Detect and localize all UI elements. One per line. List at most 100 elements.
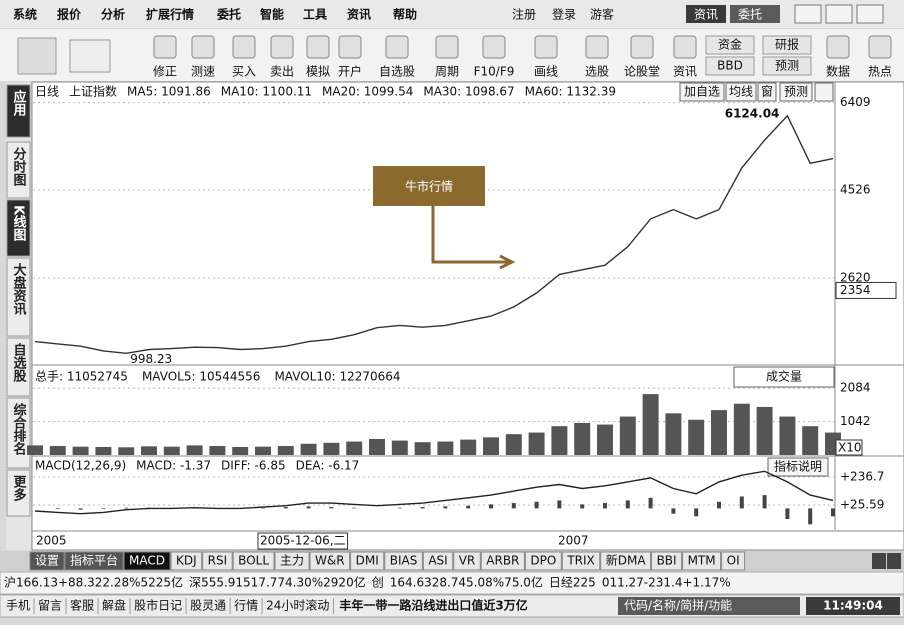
tool-icon[interactable] [868, 35, 892, 59]
footer-link[interactable]: 24小时滚动 [266, 598, 329, 613]
tool-icon[interactable] [191, 35, 215, 59]
menu-item[interactable]: 报价 [57, 7, 82, 22]
menu-item[interactable]: 系统 [13, 7, 37, 22]
window-control[interactable] [825, 4, 853, 24]
scroll-button[interactable] [887, 553, 901, 569]
menu-item[interactable]: 委托 [216, 7, 241, 22]
tab[interactable] [453, 551, 481, 571]
macd-bar [762, 495, 767, 509]
footer-link[interactable]: 股灵通 [190, 599, 226, 613]
menu-link[interactable]: 登录 [552, 7, 576, 22]
sidebar-tab[interactable] [6, 469, 31, 517]
high-label: 6124.04 [725, 106, 780, 120]
tab-label: OI [727, 554, 740, 568]
chart-button[interactable] [725, 82, 757, 102]
tab[interactable] [350, 551, 385, 571]
tab[interactable] [600, 551, 652, 571]
tool-icon[interactable] [826, 35, 850, 59]
sidebar-label: 大盘资讯 [11, 262, 27, 316]
tab[interactable] [202, 551, 233, 571]
footer-link[interactable]: 解盘 [102, 598, 126, 613]
tool-icon[interactable] [306, 35, 330, 59]
tool-button[interactable] [705, 35, 755, 55]
tab[interactable] [524, 551, 562, 571]
tab[interactable] [384, 551, 423, 571]
tool-label: 修正 [153, 64, 177, 79]
tool-button[interactable] [762, 56, 812, 76]
footer-link[interactable]: 留言 [38, 599, 62, 613]
volume-bar [163, 446, 180, 455]
menu-item[interactable]: 扩展行情 [146, 7, 194, 22]
footer-link[interactable]: 股市日记 [134, 598, 182, 613]
tab[interactable] [561, 551, 601, 571]
tool-icon[interactable] [435, 35, 459, 59]
sidebar-tab[interactable] [6, 337, 31, 397]
sidebar-tab[interactable] [6, 199, 31, 257]
search-box[interactable] [618, 597, 800, 615]
tool-icon[interactable] [673, 35, 697, 59]
tab[interactable] [682, 551, 722, 571]
tool-button[interactable] [762, 35, 812, 55]
menu-item[interactable]: 资讯 [347, 7, 371, 22]
volume-bar [711, 410, 727, 455]
dropdown[interactable] [733, 366, 835, 388]
chart-button[interactable] [779, 82, 813, 102]
tool-label: 研报 [775, 37, 799, 52]
menu-link[interactable]: 注册 [512, 7, 536, 22]
tool-icon[interactable] [153, 35, 177, 59]
sidebar-tab[interactable] [6, 141, 31, 199]
tab[interactable] [480, 551, 525, 571]
tab[interactable] [29, 551, 65, 571]
footer-link[interactable]: 客服 [70, 598, 94, 613]
macd-bar [78, 508, 83, 510]
menu-item[interactable]: 工具 [303, 8, 327, 22]
tool-icon[interactable] [270, 35, 294, 59]
tool-label: 画线 [534, 65, 558, 79]
tab[interactable] [64, 551, 124, 571]
chart-button[interactable] [679, 82, 725, 102]
menu-button[interactable] [730, 5, 780, 23]
chart-button[interactable] [757, 82, 777, 102]
tool-icon[interactable] [17, 37, 57, 75]
menu-link[interactable]: 游客 [590, 7, 614, 22]
tool-button[interactable] [705, 56, 755, 76]
menu-item[interactable]: 帮助 [393, 7, 417, 22]
window-control[interactable] [856, 4, 884, 24]
menu-button[interactable] [686, 5, 726, 23]
tool-icon[interactable] [585, 35, 609, 59]
sidebar-tab[interactable] [6, 397, 31, 469]
sidebar-tab[interactable] [6, 257, 31, 337]
scroll-button[interactable] [872, 553, 886, 569]
chart-button[interactable] [814, 82, 834, 102]
tab[interactable] [123, 551, 171, 571]
tool-icon[interactable] [534, 35, 558, 59]
price-line [34, 114, 834, 355]
tool-label: 数据 [826, 64, 850, 79]
tool-icon[interactable] [482, 35, 506, 59]
chart-button[interactable] [767, 457, 829, 477]
volume-bar [733, 403, 750, 455]
volume-bar [49, 446, 66, 455]
menu-item[interactable]: 分析 [101, 7, 125, 22]
tool-icon[interactable] [338, 35, 362, 59]
footer-link[interactable]: 行情 [234, 599, 258, 613]
tab[interactable] [309, 551, 351, 571]
macd-bar [603, 503, 607, 509]
tab[interactable] [422, 551, 454, 571]
chart-header: DIFF: -6.85 [221, 459, 286, 473]
tool-icon[interactable] [232, 35, 256, 59]
tab[interactable] [651, 551, 683, 571]
menu-item[interactable]: 智能 [259, 7, 284, 22]
tool-icon[interactable] [385, 35, 409, 59]
tab[interactable] [721, 551, 746, 571]
tab[interactable] [170, 551, 203, 571]
tool-icon[interactable] [630, 35, 654, 59]
tab[interactable] [274, 551, 310, 571]
volume-bar [574, 422, 591, 455]
footer-link[interactable]: 手机 [6, 599, 30, 613]
window-control[interactable] [794, 4, 822, 24]
sidebar-tab[interactable] [6, 84, 31, 138]
tab[interactable] [232, 551, 275, 571]
tool-icon[interactable] [69, 39, 111, 73]
